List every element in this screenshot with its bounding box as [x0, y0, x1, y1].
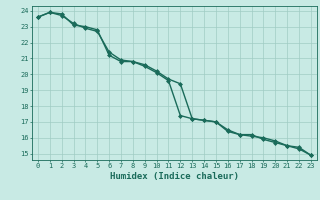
X-axis label: Humidex (Indice chaleur): Humidex (Indice chaleur)	[110, 172, 239, 181]
